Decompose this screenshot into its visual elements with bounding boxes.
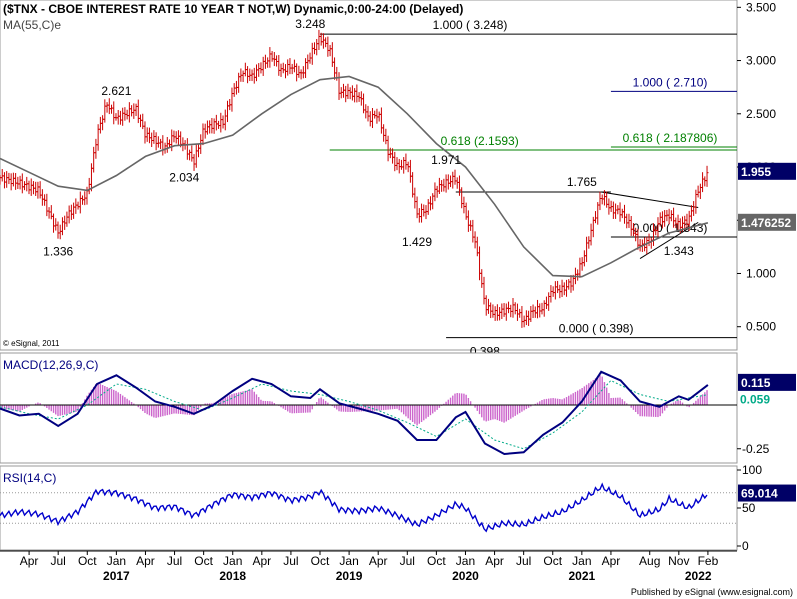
ma-last-badge-bg [738,213,796,231]
price-y-tick-label: 0.500 [746,320,776,334]
price-y-axis: 3.5003.0002.5002.0001.5001.0000.5001.955… [737,0,796,334]
year-label: 2019 [336,569,363,583]
price-annotation: 1.336 [43,245,73,259]
fib-label: 0.618 (2.1593) [441,134,519,148]
chart-title: ($TNX - CBOE INTEREST RATE 10 YEAR T NOT… [3,2,463,16]
time-tick-label: Apr [136,554,155,568]
price-y-tick-label: 3.500 [746,0,776,14]
time-tick-label: Apr [252,554,271,568]
price-panel: 1.000 ( 3.248) 0.618 (2.1593) 0.000 ( 0.39… [0,0,738,359]
price-annotation: 1.343 [664,244,694,258]
fib-label: 0.000 ( 0.398) [559,322,634,336]
time-axis: Apr Jul Oct Jan Apr Jul Oct Jan Apr Jul Oct Jan Apr J… [0,550,737,583]
last-close-badge-bg [738,162,796,180]
fib-label: 0.618 ( 2.187806) [623,131,718,145]
rsi-y-tick-label: 100 [742,463,762,477]
macd-value-badge: 0.115 [741,376,771,390]
time-tick-label: Jan [223,554,242,568]
macd-y-tick-label: -0.25 [742,442,770,456]
moving-average-line [0,75,709,278]
price-y-tick-label: 3.000 [746,54,776,68]
price-bars [0,29,709,328]
rsi-value-badge-bg [738,484,796,502]
macd-title: MACD(12,26,9,C) [3,358,98,372]
year-label: 2020 [452,569,479,583]
signal-value-label: 0.059 [740,393,770,407]
rsi-y-tick-label: 0 [742,539,749,553]
fib-label: 1.000 ( 3.248) [433,18,508,32]
price-annotation: 2.621 [101,84,131,98]
ma-label: MA(55,C)e [3,18,61,32]
copyright-label: © eSignal, 2011 [3,339,60,348]
time-tick-label: Jan [107,554,126,568]
time-tick-label: Jul [400,554,415,568]
year-label: 2017 [103,569,130,583]
ma-last-badge: 1.476252 [741,216,791,230]
time-tick-label: Oct [311,554,330,568]
macd-signal-line [0,379,708,450]
time-tick-label: Jul [167,554,182,568]
time-tick-label: Apr [369,554,388,568]
time-tick-label: Apr [485,554,504,568]
rsi-value-badge: 69.014 [741,487,778,501]
time-tick-label: Jul [51,554,66,568]
time-tick-label: Jul [516,554,531,568]
price-annotation: 1.765 [567,175,597,189]
price-panel-frame [0,0,738,351]
fib-label: 1.000 ( 2.710) [633,75,708,89]
time-tick-label: Apr [20,554,39,568]
year-label: 2021 [568,569,595,583]
time-tick-label: Oct [78,554,97,568]
rsi-title: RSI(14,C) [3,471,56,485]
signal-value-bg [738,391,796,407]
rsi-y-axis: 100 50 0 69.014 [737,463,796,553]
rsi-line [0,482,708,533]
rsi-y-tick-label: 50 [742,501,756,515]
published-by: Published by eSignal (www.esignal.com) [631,587,793,597]
price-annotation: 3.248 [295,17,325,31]
time-tick-label: Jan [572,554,591,568]
time-tick-label: Apr [602,554,621,568]
price-y-tick-label: 1.000 [746,266,776,280]
price-annotation: 2.034 [169,170,199,184]
time-tick-label: Jan [339,554,358,568]
time-tick-label: Oct [194,554,213,568]
macd-value-badge-bg [738,373,796,391]
fib-lines: 1.000 ( 3.248) 0.618 (2.1593) 0.000 ( 0.39… [320,18,737,339]
rsi-panel: RSI(14,C) [0,465,738,551]
price-y-tick-label: 2.500 [746,107,776,121]
time-tick-label: Jul [283,554,298,568]
price-annotations: 3.2482.6212.0341.3361.9711.4291.7650.398… [43,17,694,358]
price-annotation: 1.429 [402,235,432,249]
time-tick-label: Oct [543,554,562,568]
year-label: 2022 [685,569,712,583]
price-annotation: 1.971 [431,153,461,167]
macd-panel: MACD(12,26,9,C) [0,352,738,464]
triangle-upper [601,191,699,208]
macd-y-axis: -0.25 0.115 0.059 [737,373,796,456]
time-tick-label: Jan [456,554,475,568]
time-tick-label: Nov [668,554,689,568]
time-tick-label: Oct [427,554,446,568]
time-tick-label: Feb [698,554,719,568]
time-tick-label: Aug [639,554,660,568]
last-close-badge: 1.955 [741,165,771,179]
macd-line [0,370,709,456]
year-label: 2018 [219,569,246,583]
